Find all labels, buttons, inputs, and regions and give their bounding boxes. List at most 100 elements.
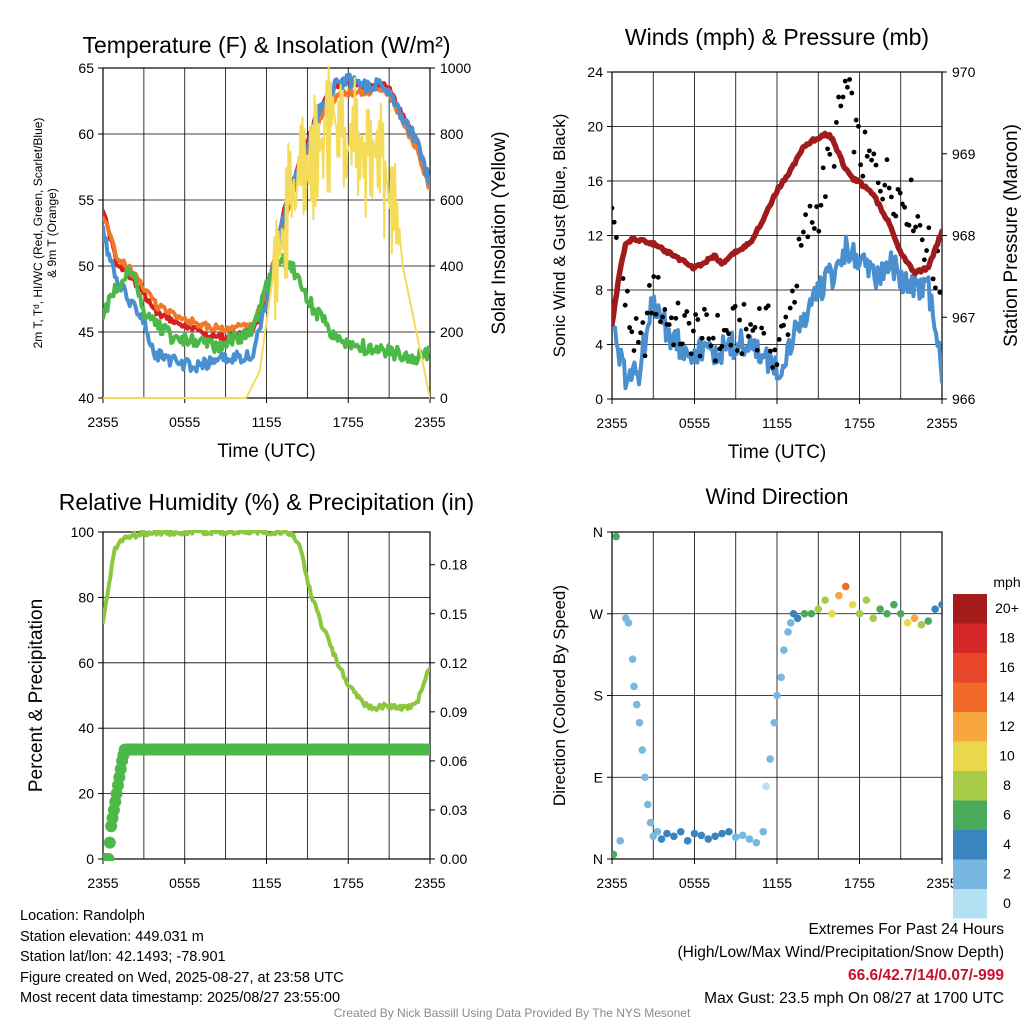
legend-swatch	[953, 653, 987, 683]
direction-point	[616, 837, 625, 845]
y2-tick-label: 968	[952, 228, 976, 244]
direction-point	[632, 700, 641, 709]
gust-point	[889, 194, 894, 200]
gust-point	[871, 151, 877, 157]
direction-point	[725, 827, 733, 836]
legend-swatch	[953, 889, 987, 919]
station-info: Location: Randolph Station elevation: 44…	[20, 906, 344, 1009]
precip-point	[103, 836, 116, 849]
gust-point	[860, 173, 866, 179]
y-tick-label: 60	[78, 126, 94, 142]
y2-tick-label: 0	[440, 390, 448, 406]
gust-point	[902, 204, 907, 210]
gust-point	[726, 331, 731, 337]
gust-point	[794, 283, 800, 289]
x-tick-label: 1755	[844, 875, 875, 891]
gust-point	[655, 274, 661, 280]
y2-tick-label: 1000	[440, 60, 471, 76]
y2-tick-label: 0.15	[440, 606, 467, 622]
gust-point	[893, 213, 899, 219]
gust-point	[649, 310, 654, 316]
y2-tick-label: 970	[952, 64, 976, 80]
x-tick-label: 0555	[679, 875, 710, 891]
gust-point	[919, 237, 925, 243]
gust-point	[754, 347, 760, 353]
y2-axis-label: Station Pressure (Maroon)	[1001, 124, 1022, 347]
y-tick-label: N	[593, 851, 603, 867]
gust-point	[772, 347, 778, 353]
y2-tick-label: 0.18	[440, 557, 467, 573]
gust-point	[820, 165, 826, 171]
legend-swatch	[953, 623, 987, 653]
direction-point	[762, 782, 770, 791]
direction-point	[752, 838, 761, 847]
gust-point	[673, 315, 679, 321]
direction-point	[931, 605, 939, 614]
chart-title: Temperature (F) & Insolation (W/m²)	[82, 32, 450, 58]
direction-point	[876, 605, 884, 614]
x-tick-label: 2355	[926, 875, 957, 891]
gust-point	[781, 322, 786, 328]
x-tick-label: 2355	[596, 875, 627, 891]
gust-point	[858, 162, 863, 168]
x-tick-label: 2355	[87, 875, 118, 891]
gust-point	[825, 146, 830, 152]
y-tick-label: 55	[78, 192, 94, 208]
gust-point	[930, 276, 936, 282]
gust-point	[776, 337, 782, 342]
gust-point	[827, 151, 833, 157]
x-tick-label: 1155	[762, 875, 792, 891]
gust-point	[922, 257, 927, 263]
direction-point	[745, 835, 754, 843]
gust-point	[614, 235, 619, 240]
gust-point	[622, 302, 628, 308]
gust-point	[787, 305, 793, 311]
legend-label: 20+	[995, 600, 1019, 616]
gust-point	[642, 353, 648, 359]
direction-point	[807, 609, 816, 618]
gust-point	[715, 312, 720, 318]
series-line-relative-humidity	[103, 530, 430, 712]
gust-point	[638, 330, 643, 336]
gust-point	[906, 222, 912, 228]
extremes-values: 66.6/42.7/14/0.07/-999	[848, 967, 1004, 984]
gust-point	[612, 205, 615, 211]
gust-point	[640, 320, 646, 325]
gust-point	[682, 313, 687, 318]
legend-title: mph	[993, 574, 1020, 590]
y-tick-label: 40	[78, 720, 94, 736]
gust-point	[856, 123, 861, 129]
legend-swatch	[953, 859, 987, 889]
gust-point	[774, 362, 780, 368]
legend-swatch	[953, 830, 987, 860]
gust-point	[785, 332, 791, 338]
y-tick-label: 16	[587, 173, 603, 189]
x-axis-label: Time (UTC)	[217, 441, 316, 462]
x-tick-label: 1155	[251, 414, 281, 430]
legend-label: 0	[1003, 895, 1011, 911]
gust-point	[913, 224, 918, 230]
direction-point	[780, 646, 788, 654]
direction-point	[828, 609, 836, 618]
gust-point	[735, 348, 740, 353]
gust-point	[801, 229, 806, 235]
gust-point	[853, 117, 859, 123]
gust-point	[699, 335, 705, 341]
series-group	[103, 66, 430, 399]
gust-point	[765, 303, 771, 309]
legend-swatch	[953, 741, 987, 771]
legend-label: 2	[1003, 866, 1011, 882]
x-tick-label: 0555	[169, 414, 200, 430]
direction-point	[624, 619, 633, 627]
gust-point	[713, 358, 718, 364]
gust-point	[937, 289, 942, 295]
gust-point	[812, 226, 817, 231]
y-tick-label: 4	[595, 337, 603, 353]
y2-tick-label: 967	[952, 309, 976, 325]
direction-point	[663, 829, 671, 838]
gust-point	[761, 330, 767, 336]
gust-point	[884, 157, 890, 163]
y-tick-label: 0	[595, 391, 603, 407]
created-text: Figure created on Wed, 2025-08-27, at 23…	[20, 969, 344, 986]
gust-point	[627, 325, 632, 330]
